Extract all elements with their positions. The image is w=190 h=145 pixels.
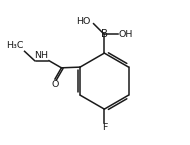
Text: OH: OH — [119, 30, 133, 39]
Text: B: B — [101, 29, 108, 39]
Text: NH: NH — [34, 51, 48, 60]
Text: H₃C: H₃C — [6, 41, 23, 50]
Text: F: F — [102, 124, 107, 133]
Text: O: O — [51, 80, 59, 89]
Text: HO: HO — [76, 17, 91, 26]
